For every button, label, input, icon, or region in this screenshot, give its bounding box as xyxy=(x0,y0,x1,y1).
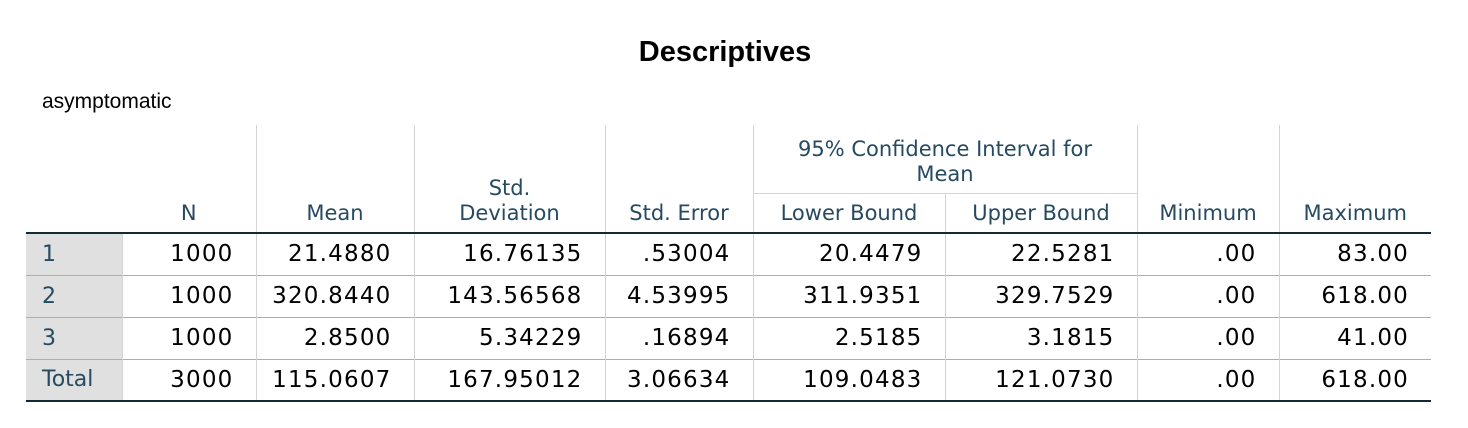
descriptives-table: N Mean Std. Deviation Std. Error 95% Con… xyxy=(26,125,1432,402)
column-header-std-error: Std. Error xyxy=(604,125,753,234)
cell-minimum: .00 xyxy=(1136,274,1280,317)
column-header-upper-bound: Upper Bound xyxy=(944,193,1138,234)
cell-maximum: 83.00 xyxy=(1278,232,1432,275)
cell-maximum: 618.00 xyxy=(1278,358,1432,402)
cell-minimum: .00 xyxy=(1136,232,1280,275)
column-group-confidence-interval: 95% Confidence Interval for Mean xyxy=(752,125,1138,194)
cell-std-error: .53004 xyxy=(604,232,753,275)
dependent-variable-label: asymptomatic xyxy=(42,90,172,113)
cell-std-error: .16894 xyxy=(604,316,753,359)
column-header-std-error-label: Std. Error xyxy=(629,201,729,225)
row-label: 3 xyxy=(26,316,122,359)
cell-maximum: 41.00 xyxy=(1278,316,1432,359)
cell-mean: 21.4880 xyxy=(255,232,414,275)
table-row-total: Total 3000 115.0607 167.95012 3.06634 10… xyxy=(26,358,1432,402)
cell-lower-bound: 20.4479 xyxy=(752,232,945,275)
cell-upper-bound: 3.1815 xyxy=(944,316,1138,359)
cell-lower-bound: 311.9351 xyxy=(752,274,945,317)
row-label: 1 xyxy=(26,232,122,275)
column-header-upper-bound-label: Upper Bound xyxy=(972,201,1110,225)
cell-upper-bound: 329.7529 xyxy=(944,274,1138,317)
cell-std-error: 4.53995 xyxy=(604,274,753,317)
cell-n: 1000 xyxy=(121,316,256,359)
cell-n: 1000 xyxy=(121,274,256,317)
cell-minimum: .00 xyxy=(1136,358,1280,402)
column-header-n-label: N xyxy=(180,201,197,225)
cell-std-deviation: 167.95012 xyxy=(413,358,605,402)
cell-lower-bound: 109.0483 xyxy=(752,358,945,402)
column-header-mean: Mean xyxy=(255,125,414,234)
cell-n: 1000 xyxy=(121,232,256,275)
column-header-maximum: Maximum xyxy=(1278,125,1432,234)
table-title: Descriptives xyxy=(638,36,812,68)
row-label: Total xyxy=(26,358,122,402)
column-header-std-deviation-line2: Deviation xyxy=(459,201,560,225)
cell-n: 3000 xyxy=(121,358,256,402)
cell-mean: 115.0607 xyxy=(255,358,414,402)
cell-std-deviation: 143.56568 xyxy=(413,274,605,317)
column-header-lower-bound: Lower Bound xyxy=(752,193,945,234)
column-header-maximum-label: Maximum xyxy=(1303,201,1407,225)
cell-mean: 2.8500 xyxy=(255,316,414,359)
column-header-lower-bound-label: Lower Bound xyxy=(780,201,918,225)
column-header-minimum-label: Minimum xyxy=(1159,201,1257,225)
column-header-minimum: Minimum xyxy=(1136,125,1280,234)
table-row: 2 1000 320.8440 143.56568 4.53995 311.93… xyxy=(26,274,1432,317)
table-row: 1 1000 21.4880 16.76135 .53004 20.4479 2… xyxy=(26,232,1432,275)
column-header-n: N xyxy=(122,125,256,234)
corner-header xyxy=(26,125,122,234)
cell-std-deviation: 5.34229 xyxy=(413,316,605,359)
cell-maximum: 618.00 xyxy=(1278,274,1432,317)
column-header-std-deviation: Std. Deviation xyxy=(413,125,605,234)
cell-upper-bound: 22.5281 xyxy=(944,232,1138,275)
cell-lower-bound: 2.5185 xyxy=(752,316,945,359)
table-row: 3 1000 2.8500 5.34229 .16894 2.5185 3.18… xyxy=(26,316,1432,359)
cell-minimum: .00 xyxy=(1136,316,1280,359)
column-header-std-deviation-line1: Std. xyxy=(488,176,531,200)
row-label: 2 xyxy=(26,274,122,317)
cell-std-error: 3.06634 xyxy=(604,358,753,402)
ci-group-line2: Mean xyxy=(916,161,974,186)
cell-mean: 320.8440 xyxy=(255,274,414,317)
cell-std-deviation: 16.76135 xyxy=(413,232,605,275)
cell-upper-bound: 121.0730 xyxy=(944,358,1138,402)
column-header-mean-label: Mean xyxy=(306,201,364,225)
ci-group-line1: 95% Confidence Interval for xyxy=(797,136,1093,161)
